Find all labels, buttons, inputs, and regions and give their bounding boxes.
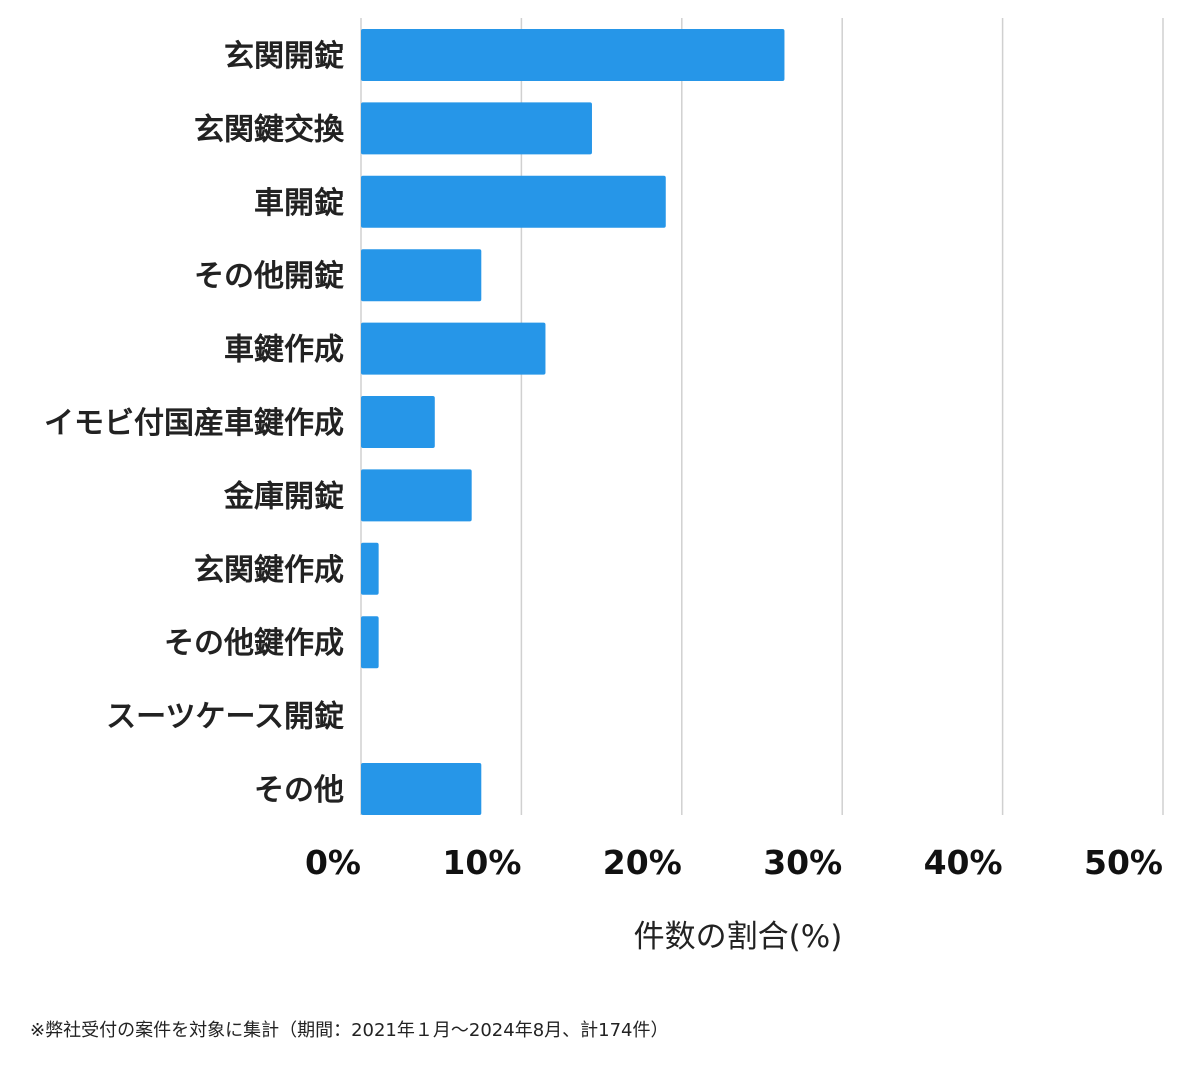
category-label: その他 [254,773,344,808]
category-label: 車鍵作成 [224,333,344,368]
x-axis-title: 件数の割合(%) [634,919,843,955]
category-label: イモビ付国産車鍵作成 [44,406,344,441]
bar [361,542,379,595]
category-label: 車開錠 [254,186,344,221]
bar [361,396,435,448]
bar [361,322,546,375]
category-label: 玄関鍵交換 [194,112,345,147]
x-tick-label: 40% [924,843,1003,882]
bar [361,763,482,815]
category-label: 玄関鍵作成 [194,553,344,588]
category-label: スーツケース開錠 [106,700,344,735]
bars [361,29,785,815]
footnote: ※弊社受付の案件を対象に集計（期間：2021年１月〜2024年8月、計174件） [30,1020,669,1041]
category-label: その他開錠 [194,259,344,294]
bar [361,249,482,302]
x-tick-label: 10% [442,843,521,882]
category-label: 玄関開錠 [224,39,344,74]
x-tick-label: 30% [763,843,842,882]
x-tick-label: 50% [1084,843,1163,882]
bar [361,175,666,228]
x-tick-labels: 0% 10% 20% 30% 40% 50% [305,843,1163,882]
bar [361,616,379,669]
category-label: その他鍵作成 [164,626,344,661]
bar [361,102,592,155]
bar [361,29,785,81]
x-tick-label: 20% [603,843,682,882]
x-tick-label: 0% [305,843,361,882]
category-label: 金庫開錠 [223,479,344,514]
bar [361,469,472,522]
category-labels: 玄関開錠玄関鍵交換車開錠その他開錠車鍵作成イモビ付国産車鍵作成金庫開錠玄関鍵作成… [44,39,345,808]
